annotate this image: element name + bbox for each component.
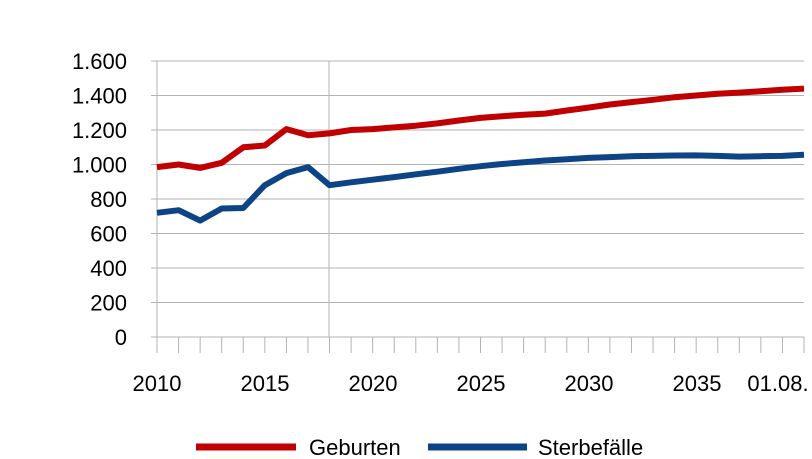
x-axis-ticks: 2010 2015 2020 2025 2030 2035 01.08. [133,337,809,396]
x-tick-label: 2025 [457,371,506,396]
y-axis-ticks: 0 200 400 600 800 1.000 1.200 1.400 1.600 [72,49,157,350]
series-line-geburten [156,85,805,171]
y-tick-label: 800 [90,187,127,212]
x-tick-label: 01.08. [747,371,808,396]
legend-label: Sterbefälle [538,435,643,459]
legend: Geburten Sterbefälle [196,435,643,459]
y-tick-label: 1.600 [72,49,127,74]
legend-label: Geburten [309,435,401,459]
x-tick-label: 2010 [133,371,182,396]
y-tick-label: 400 [90,256,127,281]
x-tick-label: 2035 [673,371,722,396]
x-tick-label: 2030 [565,371,614,396]
legend-item: Geburten [196,435,401,459]
y-tick-label: 200 [90,291,127,316]
y-tick-label: 600 [90,222,127,247]
series-lines [156,85,805,224]
x-tick-label: 2020 [349,371,398,396]
series-line-sterbeflle [156,151,805,224]
y-tick-label: 1.200 [72,118,127,143]
y-tick-label: 1.000 [72,153,127,178]
x-tick-label: 2015 [241,371,290,396]
y-tick-label: 1.400 [72,84,127,109]
legend-item: Sterbefälle [428,435,643,459]
y-tick-label: 0 [115,325,127,350]
